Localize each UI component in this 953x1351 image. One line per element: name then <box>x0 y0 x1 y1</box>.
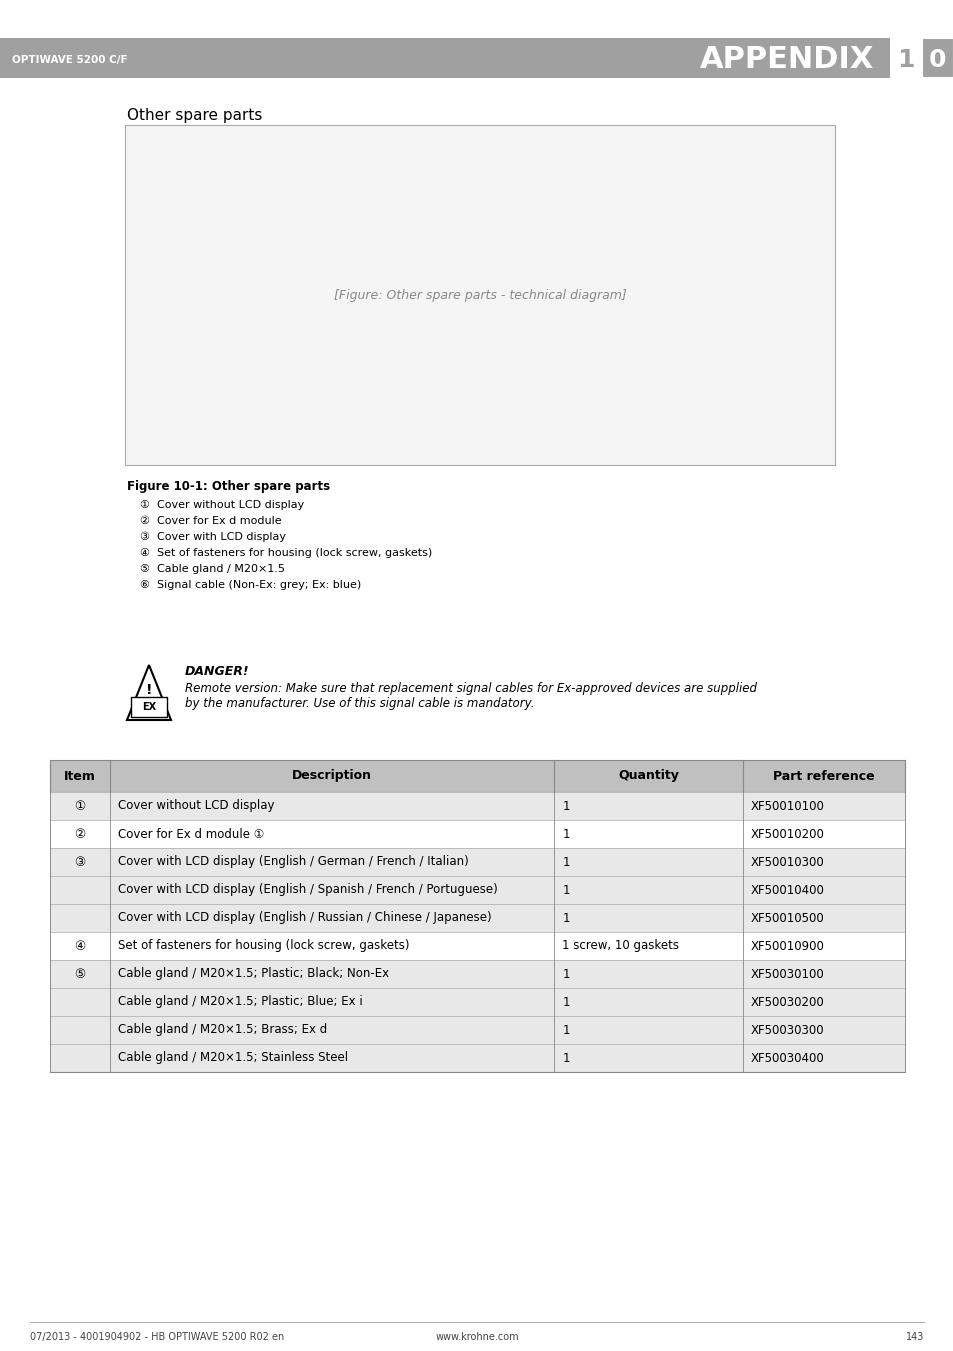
Text: Description: Description <box>292 770 372 782</box>
Text: XF50010900: XF50010900 <box>750 939 823 952</box>
Text: 1 screw, 10 gaskets: 1 screw, 10 gaskets <box>562 939 679 952</box>
Bar <box>50 792 904 820</box>
Text: ⑤  Cable gland / M20×1.5: ⑤ Cable gland / M20×1.5 <box>140 563 285 574</box>
Text: Cover with LCD display (English / German / French / Italian): Cover with LCD display (English / German… <box>118 855 468 869</box>
Text: XF50010300: XF50010300 <box>750 855 823 869</box>
Text: Cable gland / M20×1.5; Stainless Steel: Cable gland / M20×1.5; Stainless Steel <box>118 1051 348 1065</box>
Text: Cable gland / M20×1.5; Brass; Ex d: Cable gland / M20×1.5; Brass; Ex d <box>118 1024 327 1036</box>
Text: XF50010400: XF50010400 <box>750 884 823 897</box>
Text: 1: 1 <box>562 912 569 924</box>
Text: ③: ③ <box>74 855 86 869</box>
Bar <box>50 761 904 792</box>
Text: 1: 1 <box>562 996 569 1008</box>
Text: XF50010500: XF50010500 <box>750 912 823 924</box>
Text: Item: Item <box>64 770 95 782</box>
Text: Cover without LCD display: Cover without LCD display <box>118 800 274 812</box>
Text: Quantity: Quantity <box>618 770 679 782</box>
Bar <box>50 988 904 1016</box>
Text: ①  Cover without LCD display: ① Cover without LCD display <box>140 500 304 509</box>
Text: ①: ① <box>74 800 86 812</box>
Text: 1: 1 <box>562 967 569 981</box>
Text: OPTIWAVE 5200 C/F: OPTIWAVE 5200 C/F <box>12 55 128 65</box>
Text: 1: 1 <box>562 855 569 869</box>
Text: !: ! <box>146 684 152 697</box>
Text: XF50010200: XF50010200 <box>750 828 823 840</box>
Text: Cover with LCD display (English / Spanish / French / Portuguese): Cover with LCD display (English / Spanis… <box>118 884 497 897</box>
Text: Cover for Ex d module ①: Cover for Ex d module ① <box>118 828 264 840</box>
Bar <box>50 875 904 904</box>
Bar <box>50 961 904 988</box>
Text: 07/2013 - 4001904902 - HB OPTIWAVE 5200 R02 en: 07/2013 - 4001904902 - HB OPTIWAVE 5200 … <box>30 1332 284 1342</box>
Text: 143: 143 <box>904 1332 923 1342</box>
Bar <box>131 697 167 717</box>
Bar <box>50 820 904 848</box>
Bar <box>889 38 921 78</box>
Text: Figure 10-1: Other spare parts: Figure 10-1: Other spare parts <box>127 480 330 493</box>
Bar <box>50 961 904 988</box>
Text: ⑥  Signal cable (Non-Ex: grey; Ex: blue): ⑥ Signal cable (Non-Ex: grey; Ex: blue) <box>140 580 361 590</box>
Text: 1: 1 <box>562 884 569 897</box>
Bar <box>50 932 904 961</box>
Text: Cover with LCD display (English / Russian / Chinese / Japanese): Cover with LCD display (English / Russia… <box>118 912 491 924</box>
Text: 0: 0 <box>928 49 945 72</box>
Text: ④  Set of fasteners for housing (lock screw, gaskets): ④ Set of fasteners for housing (lock scr… <box>140 549 432 558</box>
Bar <box>50 792 904 820</box>
Text: ④: ④ <box>74 939 86 952</box>
Bar <box>50 848 904 875</box>
Text: ②: ② <box>74 828 86 840</box>
Bar <box>50 1044 904 1071</box>
Bar <box>50 1044 904 1071</box>
Bar <box>50 1016 904 1044</box>
Text: Other spare parts: Other spare parts <box>127 108 262 123</box>
Bar <box>50 932 904 961</box>
Text: DANGER!: DANGER! <box>185 665 250 678</box>
Text: 1: 1 <box>562 800 569 812</box>
Text: XF50030200: XF50030200 <box>750 996 823 1008</box>
Bar <box>921 38 953 78</box>
Text: APPENDIX: APPENDIX <box>700 46 874 74</box>
Text: Part reference: Part reference <box>772 770 874 782</box>
Text: [Figure: Other spare parts - technical diagram]: [Figure: Other spare parts - technical d… <box>334 289 626 301</box>
Bar <box>50 761 904 792</box>
Bar <box>50 848 904 875</box>
Text: 1: 1 <box>562 1024 569 1036</box>
Text: XF50010100: XF50010100 <box>750 800 823 812</box>
Text: EX: EX <box>142 703 156 712</box>
Bar <box>50 904 904 932</box>
Text: www.krohne.com: www.krohne.com <box>435 1332 518 1342</box>
Bar <box>0 38 953 78</box>
Polygon shape <box>127 665 171 720</box>
Text: 1: 1 <box>562 828 569 840</box>
Bar <box>50 1016 904 1044</box>
Text: Set of fasteners for housing (lock screw, gaskets): Set of fasteners for housing (lock screw… <box>118 939 409 952</box>
Text: XF50030100: XF50030100 <box>750 967 823 981</box>
Text: Cable gland / M20×1.5; Plastic; Blue; Ex i: Cable gland / M20×1.5; Plastic; Blue; Ex… <box>118 996 362 1008</box>
Bar <box>50 904 904 932</box>
Bar <box>50 988 904 1016</box>
Bar <box>50 875 904 904</box>
Text: ②  Cover for Ex d module: ② Cover for Ex d module <box>140 516 281 526</box>
Text: ③  Cover with LCD display: ③ Cover with LCD display <box>140 532 286 542</box>
Text: ⑤: ⑤ <box>74 967 86 981</box>
Text: XF50030400: XF50030400 <box>750 1051 823 1065</box>
Bar <box>125 126 834 465</box>
Text: 1: 1 <box>562 1051 569 1065</box>
Text: 1: 1 <box>897 49 914 72</box>
Text: Cable gland / M20×1.5; Plastic; Black; Non-Ex: Cable gland / M20×1.5; Plastic; Black; N… <box>118 967 389 981</box>
Text: Remote version: Make sure that replacement signal cables for Ex-approved devices: Remote version: Make sure that replaceme… <box>185 682 757 711</box>
Bar <box>50 820 904 848</box>
Text: XF50030300: XF50030300 <box>750 1024 823 1036</box>
